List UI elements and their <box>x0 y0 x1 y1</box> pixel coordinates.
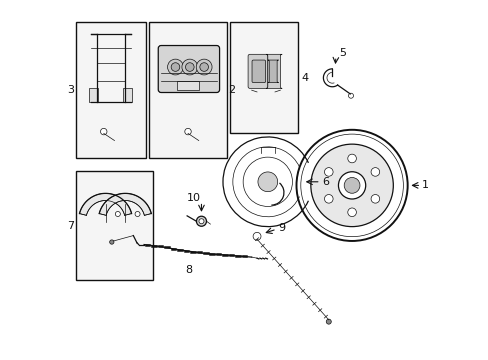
Text: 2: 2 <box>228 85 235 95</box>
Bar <box>123 88 132 102</box>
FancyBboxPatch shape <box>265 54 282 88</box>
Circle shape <box>258 172 277 192</box>
Circle shape <box>338 172 365 199</box>
Circle shape <box>296 130 407 241</box>
Circle shape <box>135 211 140 216</box>
Circle shape <box>347 154 356 163</box>
FancyBboxPatch shape <box>251 60 265 83</box>
Circle shape <box>344 177 359 193</box>
Circle shape <box>347 208 356 217</box>
FancyBboxPatch shape <box>247 54 267 88</box>
Circle shape <box>325 319 330 324</box>
Circle shape <box>196 59 212 75</box>
Circle shape <box>196 216 206 226</box>
Text: 1: 1 <box>421 180 428 190</box>
Text: 10: 10 <box>187 193 201 203</box>
Bar <box>76 171 153 280</box>
Circle shape <box>109 240 114 244</box>
Bar <box>89 88 98 102</box>
Bar <box>177 81 198 90</box>
Circle shape <box>184 129 191 135</box>
Circle shape <box>171 63 180 71</box>
Circle shape <box>101 129 107 135</box>
Bar <box>149 22 226 158</box>
Circle shape <box>199 219 203 224</box>
Bar <box>76 22 145 158</box>
Text: 9: 9 <box>278 224 285 233</box>
Circle shape <box>310 144 392 226</box>
Circle shape <box>200 63 208 71</box>
Circle shape <box>370 194 379 203</box>
Text: 6: 6 <box>322 177 329 187</box>
Circle shape <box>253 232 261 240</box>
Text: 8: 8 <box>185 265 192 275</box>
Circle shape <box>182 59 197 75</box>
Text: 4: 4 <box>301 73 308 83</box>
Text: 7: 7 <box>67 221 74 231</box>
Circle shape <box>324 194 332 203</box>
Circle shape <box>185 63 194 71</box>
Text: 5: 5 <box>339 48 346 58</box>
Polygon shape <box>99 193 151 215</box>
Text: 3: 3 <box>67 85 74 95</box>
Circle shape <box>115 211 120 216</box>
Circle shape <box>348 93 353 98</box>
FancyBboxPatch shape <box>267 60 278 83</box>
Circle shape <box>370 168 379 176</box>
Bar <box>230 22 298 134</box>
Circle shape <box>167 59 183 75</box>
Polygon shape <box>80 193 131 215</box>
Circle shape <box>324 168 332 176</box>
FancyBboxPatch shape <box>158 45 219 93</box>
